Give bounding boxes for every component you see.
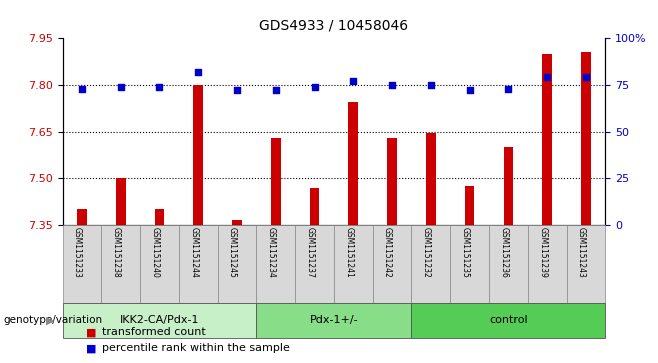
Point xyxy=(503,86,514,91)
Point xyxy=(76,86,87,91)
Text: GSM1151233: GSM1151233 xyxy=(73,227,82,278)
Bar xyxy=(581,52,591,225)
Bar xyxy=(503,147,513,225)
Text: GSM1151232: GSM1151232 xyxy=(422,227,431,278)
Text: GSM1151235: GSM1151235 xyxy=(461,227,470,278)
Point xyxy=(270,87,281,93)
Bar xyxy=(334,225,372,303)
Bar xyxy=(101,225,140,303)
Text: GSM1151241: GSM1151241 xyxy=(344,227,353,278)
Text: GSM1151242: GSM1151242 xyxy=(383,227,392,278)
Text: control: control xyxy=(489,315,528,325)
Bar xyxy=(450,225,489,303)
Bar xyxy=(257,225,295,303)
Bar xyxy=(116,178,126,225)
Bar xyxy=(295,225,334,303)
Bar xyxy=(310,188,319,225)
Title: GDS4933 / 10458046: GDS4933 / 10458046 xyxy=(259,19,409,33)
Bar xyxy=(567,225,605,303)
Text: genotype/variation: genotype/variation xyxy=(3,315,103,325)
Text: ▶: ▶ xyxy=(46,315,55,325)
Bar xyxy=(489,225,528,303)
Point xyxy=(465,87,475,93)
Text: GSM1151238: GSM1151238 xyxy=(112,227,120,278)
Text: GSM1151240: GSM1151240 xyxy=(151,227,159,278)
Point xyxy=(193,69,203,75)
Bar xyxy=(63,303,257,338)
Bar xyxy=(426,133,436,225)
Text: GSM1151243: GSM1151243 xyxy=(577,227,586,278)
Point xyxy=(387,82,397,88)
Bar xyxy=(63,225,101,303)
Point xyxy=(154,84,164,90)
Text: GSM1151239: GSM1151239 xyxy=(538,227,547,278)
Bar xyxy=(349,102,358,225)
Bar xyxy=(528,225,567,303)
Bar xyxy=(193,85,203,225)
Point xyxy=(581,74,592,80)
Point xyxy=(426,82,436,88)
Point xyxy=(348,78,359,84)
Bar xyxy=(232,220,242,225)
Point xyxy=(232,87,242,93)
Point xyxy=(542,74,553,80)
Bar xyxy=(155,209,164,225)
Bar xyxy=(271,138,280,225)
Text: GSM1151236: GSM1151236 xyxy=(499,227,509,278)
Bar xyxy=(465,186,474,225)
Bar xyxy=(411,303,605,338)
Text: transformed count: transformed count xyxy=(102,327,206,337)
Text: ■: ■ xyxy=(86,327,96,337)
Bar xyxy=(179,225,218,303)
Point xyxy=(115,84,126,90)
Point xyxy=(309,84,320,90)
Text: GSM1151245: GSM1151245 xyxy=(228,227,237,278)
Text: percentile rank within the sample: percentile rank within the sample xyxy=(102,343,290,354)
Text: GSM1151244: GSM1151244 xyxy=(190,227,198,278)
Bar xyxy=(77,209,87,225)
Text: GSM1151234: GSM1151234 xyxy=(266,227,276,278)
Bar xyxy=(388,138,397,225)
Bar xyxy=(411,225,450,303)
Bar xyxy=(542,54,552,225)
Bar xyxy=(218,225,257,303)
Text: IKK2-CA/Pdx-1: IKK2-CA/Pdx-1 xyxy=(120,315,199,325)
Text: GSM1151237: GSM1151237 xyxy=(305,227,315,278)
Bar xyxy=(140,225,179,303)
Bar xyxy=(372,225,411,303)
Text: Pdx-1+/-: Pdx-1+/- xyxy=(310,315,358,325)
Text: ■: ■ xyxy=(86,343,96,354)
Bar xyxy=(257,303,411,338)
